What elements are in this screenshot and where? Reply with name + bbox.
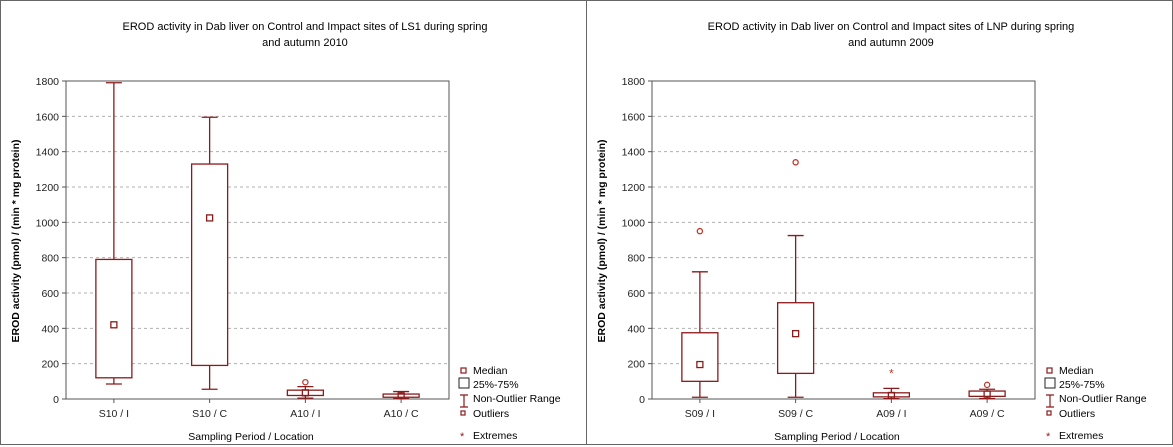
legend-median-label: Median [473, 365, 508, 377]
legend-box-label: 25%-75% [473, 379, 519, 391]
box-iqr [968, 390, 1006, 397]
y-tick-label: 1200 [36, 182, 60, 194]
y-tick-label: 1800 [36, 76, 60, 88]
legend-median-icon [1046, 367, 1053, 374]
box-iqr [382, 393, 420, 398]
outlier-point [696, 227, 704, 235]
chart-panel-ls1: EROD activity in Dab liver on Control an… [0, 0, 587, 445]
plot-frame [651, 80, 1036, 400]
y-tick-label: 200 [41, 359, 59, 371]
median-marker [887, 391, 896, 400]
y-tick-label: 600 [627, 288, 645, 300]
y-tick-label: 1400 [622, 147, 646, 159]
legend-outliers-label: Outliers [1059, 408, 1095, 420]
legend-whisker-icon [460, 394, 468, 408]
y-tick-label: 1600 [622, 111, 646, 123]
legend-outlier-icon [1046, 410, 1052, 416]
x-tick-label: A09 / C [970, 408, 1005, 420]
x-axis-label: Sampling Period / Location [774, 431, 900, 443]
box-iqr [681, 332, 719, 382]
y-tick-label: 1800 [622, 76, 646, 88]
legend-extreme-icon: * [460, 431, 465, 443]
legend-whisker-label: Non-Outlier Range [1059, 393, 1147, 405]
y-tick-label: 400 [41, 323, 59, 335]
y-tick-label: 600 [41, 288, 59, 300]
chart-title-line2: and autumn 2010 [262, 37, 348, 49]
legend: Median 25%-75% Non-Outlier Range Outlier… [1044, 365, 1147, 443]
box-iqr [872, 392, 911, 398]
y-tick-label: 400 [627, 323, 645, 335]
median-marker [696, 360, 704, 369]
y-axis-label: EROD activity (pmol) / (min * mg protein… [596, 139, 608, 342]
plot-area: 0 200 400 600 800 1000 1200 1400 1600 1800 S09 / I… [622, 76, 1036, 420]
x-tick-label: A10 / C [384, 408, 419, 420]
y-tick-label: 200 [627, 359, 645, 371]
y-tick-label: 0 [639, 394, 645, 406]
y-tick-label: 1000 [36, 217, 60, 229]
x-tick-label: S09 / C [778, 408, 813, 420]
box-iqr [286, 389, 325, 397]
box-iqr [95, 258, 133, 379]
legend-box-icon [458, 377, 470, 389]
box-iqr [776, 302, 815, 375]
legend-median-label: Median [1059, 365, 1094, 377]
outlier-point [302, 378, 309, 386]
legend-median-icon [460, 367, 467, 374]
plot-area: 0 200 400 600 800 1000 1200 1400 1600 1800 S10 / I… [36, 76, 450, 420]
legend-box-label: 25%-75% [1059, 379, 1105, 391]
outlier-point [792, 159, 799, 166]
y-axis-label: EROD activity (pmol) / (min * mg protein… [10, 139, 22, 342]
median-marker [301, 389, 310, 397]
legend-whisker-label: Non-Outlier Range [473, 393, 561, 405]
median-marker [205, 214, 214, 222]
chart-svg-ls1: EROD activity in Dab liver on Control an… [10, 21, 561, 443]
median-marker [983, 390, 991, 398]
extreme-point: * [889, 367, 894, 381]
x-tick-label: S09 / I [685, 408, 715, 420]
y-tick-label: 0 [53, 394, 59, 406]
chart-title-line1: EROD activity in Dab liver on Control an… [708, 21, 1075, 33]
x-tick-label: A10 / I [290, 408, 320, 420]
legend-extremes-label: Extremes [1059, 430, 1103, 442]
legend-extreme-icon: * [1046, 431, 1051, 443]
chart-title-line1: EROD activity in Dab liver on Control an… [123, 21, 488, 33]
y-tick-label: 1000 [622, 217, 646, 229]
outlier-point [983, 381, 991, 389]
median-marker [397, 392, 405, 400]
x-tick-label: S10 / C [192, 408, 227, 420]
x-tick-label: A09 / I [876, 408, 906, 420]
y-tick-label: 800 [627, 253, 645, 265]
legend-extremes-label: Extremes [473, 430, 517, 442]
chart-svg-lnp: EROD activity in Dab liver on Control an… [596, 21, 1147, 443]
legend-outliers-label: Outliers [473, 408, 509, 420]
median-marker [110, 321, 118, 329]
y-tick-label: 1400 [36, 147, 60, 159]
chart-panel-lnp: EROD activity in Dab liver on Control an… [586, 0, 1173, 445]
y-tick-label: 1200 [622, 182, 646, 194]
legend-box-icon [1044, 377, 1056, 389]
x-axis-label: Sampling Period / Location [188, 431, 314, 443]
legend: Median 25%-75% Non-Outlier Range Outlier… [458, 365, 561, 443]
legend-whisker-icon [1046, 394, 1054, 408]
box-iqr [190, 163, 229, 367]
x-tick-label: S10 / I [99, 408, 129, 420]
plot-frame [65, 80, 450, 400]
y-tick-label: 1600 [36, 111, 60, 123]
legend-outlier-icon [460, 410, 466, 416]
y-tick-label: 800 [41, 253, 59, 265]
chart-title-line2: and autumn 2009 [848, 37, 934, 49]
median-marker [791, 329, 800, 338]
